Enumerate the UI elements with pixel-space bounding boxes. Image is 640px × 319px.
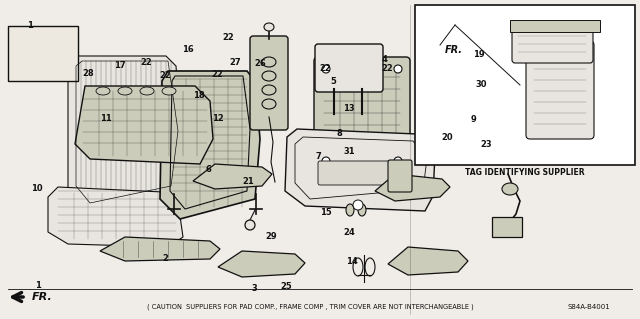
Text: 11: 11 [100, 114, 111, 122]
FancyBboxPatch shape [518, 85, 550, 111]
Text: 25: 25 [281, 282, 292, 291]
Text: 22: 22 [212, 70, 223, 78]
Polygon shape [75, 86, 213, 164]
FancyBboxPatch shape [315, 44, 383, 92]
Text: 27: 27 [230, 58, 241, 67]
Text: 2: 2 [162, 254, 168, 263]
Text: 22: 22 [159, 71, 171, 80]
Text: 8: 8 [337, 130, 342, 138]
Text: 29: 29 [266, 232, 277, 241]
Text: 19: 19 [473, 50, 484, 59]
Text: 9: 9 [471, 115, 476, 124]
Text: 26: 26 [254, 59, 266, 68]
Text: 3: 3 [252, 284, 257, 293]
Ellipse shape [479, 89, 501, 105]
Ellipse shape [162, 87, 176, 95]
Text: 7: 7 [316, 152, 321, 161]
Ellipse shape [510, 91, 520, 99]
Text: 17: 17 [115, 61, 126, 70]
Text: 1: 1 [27, 20, 33, 29]
Ellipse shape [394, 65, 402, 73]
Text: 30: 30 [476, 80, 487, 89]
Bar [492, 217, 522, 237]
Text: FR.: FR. [32, 292, 52, 302]
Text: 14: 14 [346, 257, 358, 266]
Ellipse shape [264, 23, 274, 31]
Text: FR.: FR. [445, 45, 463, 55]
Text: 13: 13 [343, 104, 355, 113]
Text: 6: 6 [205, 165, 211, 174]
Polygon shape [193, 164, 272, 189]
Ellipse shape [502, 183, 518, 195]
Ellipse shape [485, 93, 495, 101]
Text: 16: 16 [182, 45, 193, 54]
Polygon shape [160, 71, 260, 219]
FancyBboxPatch shape [526, 41, 594, 139]
FancyBboxPatch shape [512, 22, 593, 63]
Text: 4: 4 [381, 55, 387, 63]
Ellipse shape [394, 157, 402, 165]
Text: 22: 22 [319, 64, 331, 73]
Polygon shape [100, 237, 220, 261]
Text: 28: 28 [83, 69, 94, 78]
Polygon shape [218, 251, 305, 277]
Text: TAG IDENTIFYING SUPPLIER: TAG IDENTIFYING SUPPLIER [465, 168, 585, 177]
Text: 1: 1 [35, 281, 42, 290]
Bar [415, 5, 635, 165]
Ellipse shape [346, 204, 354, 216]
Ellipse shape [118, 87, 132, 95]
Text: S84A-B4001: S84A-B4001 [567, 304, 610, 310]
Polygon shape [285, 129, 435, 211]
Text: 10: 10 [31, 184, 43, 193]
Bar [510, 20, 600, 32]
Text: ( CAUTION  SUPPLIERS FOR PAD COMP., FRAME COMP , TRIM COVER ARE NOT INTERCHANGEA: ( CAUTION SUPPLIERS FOR PAD COMP., FRAME… [147, 304, 474, 310]
FancyBboxPatch shape [250, 36, 288, 130]
Text: 31: 31 [343, 147, 355, 156]
Text: 23: 23 [481, 140, 492, 149]
Ellipse shape [140, 87, 154, 95]
Polygon shape [68, 56, 181, 211]
Ellipse shape [322, 65, 330, 73]
Text: 5: 5 [330, 77, 336, 86]
Text: 15: 15 [321, 208, 332, 217]
FancyBboxPatch shape [388, 160, 412, 192]
Text: 22: 22 [140, 58, 152, 67]
Text: 22: 22 [381, 64, 393, 73]
Text: 22: 22 [223, 33, 234, 42]
Text: 12: 12 [212, 114, 223, 122]
Text: 20: 20 [441, 133, 452, 142]
Text: 24: 24 [344, 228, 355, 237]
FancyBboxPatch shape [318, 161, 392, 185]
FancyBboxPatch shape [314, 57, 410, 173]
Polygon shape [48, 187, 183, 247]
Text: 18: 18 [193, 91, 204, 100]
Polygon shape [388, 247, 468, 275]
Ellipse shape [358, 204, 366, 216]
Ellipse shape [245, 220, 255, 230]
Ellipse shape [353, 200, 363, 210]
Ellipse shape [322, 157, 330, 165]
Bar [8, 26, 78, 81]
Ellipse shape [96, 87, 110, 95]
Polygon shape [375, 174, 450, 201]
Ellipse shape [504, 87, 526, 103]
Text: 21: 21 [243, 177, 254, 186]
